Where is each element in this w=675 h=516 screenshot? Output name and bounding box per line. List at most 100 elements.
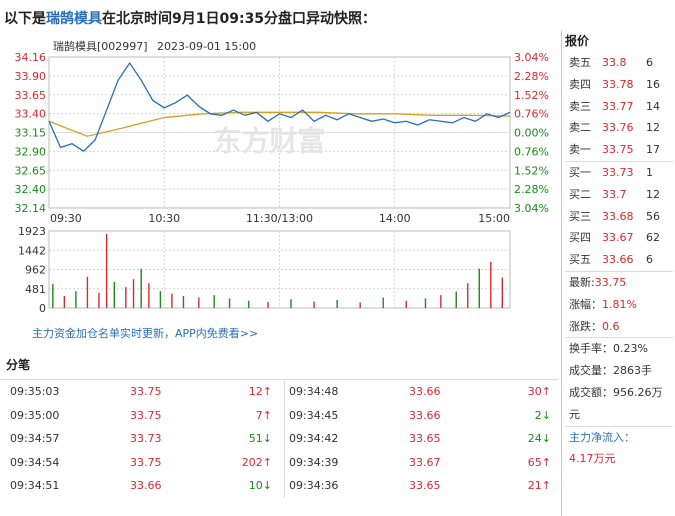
buy-order-price: 33.68 — [602, 209, 634, 223]
sell-order-level: 卖四 — [569, 77, 591, 91]
trade-price: 33.66 — [130, 479, 162, 492]
sell-order-row: 卖三 33.77 14 — [562, 96, 675, 118]
price-tick-label: 33.90 — [15, 70, 47, 83]
sell-order-level: 卖三 — [569, 99, 591, 113]
trade-row: 09:34:36 33.65 21↑ — [285, 474, 559, 498]
stock-code-label: 瑞鹄模具[002997] — [53, 39, 148, 53]
price-tick-label: 33.15 — [15, 127, 47, 140]
buy-order-row: 买三 33.68 56 — [562, 206, 675, 228]
trade-price: 33.66 — [409, 408, 441, 422]
sell-order-row: 卖四 33.78 16 — [562, 74, 675, 96]
buy-order-level: 买四 — [569, 231, 591, 245]
price-tick-label: 34.16 — [15, 51, 47, 64]
trade-time: 09:34:42 — [289, 432, 339, 445]
trade-row: 09:35:00 33.75 7↑ — [6, 404, 280, 428]
trade-volume: 12↑ — [248, 385, 272, 398]
time-tick-label: 14:00 — [379, 212, 411, 225]
trade-time: 09:34:36 — [289, 479, 339, 492]
percent-tick-label: 3.04% — [514, 202, 549, 215]
headline-stock-link[interactable]: 瑞鹄模具 — [46, 11, 102, 27]
price-tick-label: 32.90 — [15, 145, 47, 158]
trade-time: 09:34:48 — [289, 385, 339, 398]
time-tick-label: 10:30 — [148, 212, 180, 225]
buy-order-price: 33.7 — [602, 187, 627, 201]
trade-volume: 202↑ — [241, 455, 272, 469]
price-line — [48, 61, 511, 153]
intraday-chart[interactable]: 34.16 3.04% 33.90 2.28% 33.65 1.52% 33.40 0.76%… — [0, 30, 560, 322]
trade-row: 09:34:39 33.67 65↑ — [285, 451, 559, 475]
sell-order-price: 33.78 — [602, 77, 634, 91]
buy-order-volume: 62 — [646, 231, 660, 245]
buy-order-row: 买五 33.66 6 — [562, 249, 675, 271]
sell-order-volume: 12 — [646, 121, 660, 135]
sell-order-row: 卖一 33.75 17 — [562, 139, 675, 161]
sell-order-level: 卖二 — [569, 121, 591, 135]
trade-volume: 7↑ — [255, 408, 272, 422]
trade-time: 09:34:39 — [289, 455, 339, 469]
headline-prefix: 以下是 — [4, 11, 46, 27]
trade-row: 09:34:51 33.66 10↓ — [6, 474, 280, 498]
buy-order-price: 33.73 — [602, 165, 634, 179]
buy-order-volume: 12 — [646, 187, 660, 201]
trade-row: 09:34:54 33.75 202↑ — [6, 451, 280, 475]
sell-order-price: 33.75 — [602, 143, 634, 157]
percent-tick-label: 0.00% — [514, 127, 549, 140]
time-tick-label: 11:30/13:00 — [246, 212, 313, 225]
trade-time: 09:34:54 — [10, 455, 60, 469]
sell-order-level: 卖一 — [569, 143, 591, 157]
divider — [565, 337, 673, 339]
percent-tick-label: 0.76% — [514, 108, 549, 121]
trade-price: 33.65 — [409, 479, 441, 492]
change-percent: 涨幅：1.81% — [569, 297, 637, 311]
buy-order-price: 33.66 — [602, 253, 634, 267]
trade-volume: 成交量：2863手 — [569, 364, 652, 378]
sell-order-volume: 17 — [646, 143, 660, 157]
price-tick-label: 32.14 — [15, 202, 47, 215]
sell-order-volume: 6 — [646, 56, 653, 69]
trade-row: 09:34:45 33.66 2↓ — [285, 404, 559, 428]
divider — [565, 160, 673, 162]
sell-order-price: 33.8 — [602, 56, 627, 69]
trades-column-left: 09:35:03 33.75 12↑ 09:35:00 33.75 7↑ 09:34:57 3… — [6, 380, 280, 498]
time-tick-label: 09:30 — [50, 212, 82, 225]
trade-volume: 30↑ — [527, 385, 551, 398]
sell-order-price: 33.77 — [602, 99, 634, 113]
trades-table: 09:35:03 33.75 12↑ 09:35:00 33.75 7↑ 09:34:57 3… — [0, 379, 558, 498]
buy-order-level: 买三 — [569, 209, 591, 223]
trade-time: 09:35:03 — [10, 385, 60, 398]
main-inflow-label[interactable]: 主力净流入： — [569, 430, 635, 444]
buy-order-volume: 6 — [646, 253, 653, 267]
percent-tick-label: 0.76% — [514, 145, 549, 158]
sell-order-level: 卖五 — [569, 56, 591, 69]
trade-price: 33.75 — [130, 385, 162, 398]
buy-order-row: 买二 33.7 12 — [562, 184, 675, 206]
sell-order-volume: 14 — [646, 99, 660, 113]
percent-tick-label: 1.52% — [514, 89, 549, 102]
price-tick-label: 33.40 — [15, 108, 47, 121]
average-price-line — [48, 111, 511, 137]
trade-price: 33.66 — [409, 385, 441, 398]
trade-volume: 51↓ — [248, 432, 272, 445]
percent-tick-label: 1.52% — [514, 164, 549, 177]
trade-row: 09:34:57 33.73 51↓ — [6, 427, 280, 451]
quote-panel: 报价 卖五 33.8 6 卖四 33.78 16 卖三 33.77 14 卖二 33.76 12 卖一 3… — [561, 30, 675, 516]
trade-volume: 65↑ — [527, 455, 551, 469]
buy-order-row: 买一 33.73 1 — [562, 162, 675, 184]
main-inflow-value: 4.17万元 — [569, 452, 616, 466]
price-tick-label: 33.65 — [15, 89, 47, 102]
trade-price: 33.75 — [130, 455, 162, 469]
divider — [565, 270, 673, 272]
volume-tick-label: 1923 — [18, 225, 46, 238]
promo-link[interactable]: 主力资金加仓名单实时更新，APP内免费看>> — [32, 327, 259, 340]
trade-price: 33.73 — [130, 432, 162, 445]
time-tick-label: 15:00 — [478, 212, 510, 225]
turnover-rate: 换手率：0.23% — [569, 342, 648, 356]
price-tick-label: 32.65 — [15, 164, 47, 177]
watermark-text: 东方财富 — [213, 125, 325, 158]
trade-price: 33.67 — [409, 455, 441, 469]
trade-volume: 21↑ — [527, 479, 551, 492]
sell-order-price: 33.76 — [602, 121, 634, 135]
trade-time: 09:34:57 — [10, 432, 60, 445]
percent-tick-label: 2.28% — [514, 183, 549, 196]
change-amount: 涨跌：0.6 — [569, 319, 620, 333]
